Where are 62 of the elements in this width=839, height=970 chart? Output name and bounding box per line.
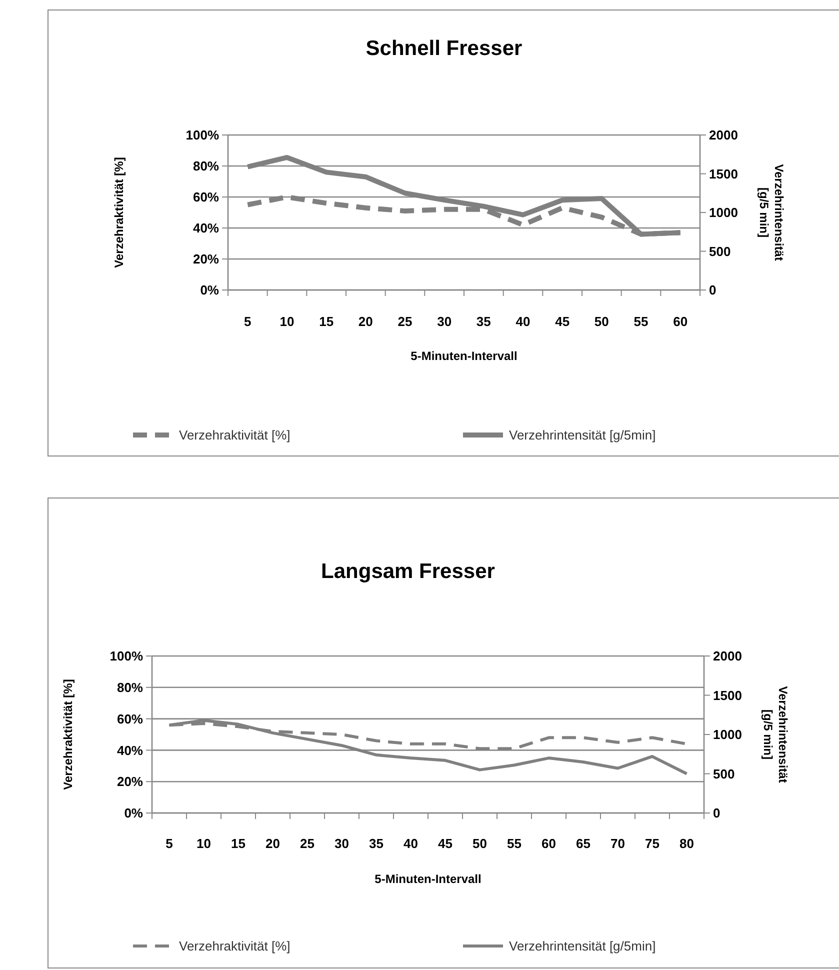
y2-tick-label: 1000	[709, 205, 738, 220]
x-tick-label: 10	[196, 836, 211, 851]
x-tick-label: 35	[476, 314, 491, 329]
y-tick-label: 100%	[186, 128, 220, 143]
x-tick-label: 75	[645, 836, 660, 851]
y2-tick-label: 2000	[709, 128, 738, 143]
x-tick-label: 20	[358, 314, 373, 329]
y-axis-title: Verzehraktivität [%]	[112, 157, 126, 268]
y-tick-label: 40%	[116, 742, 144, 758]
x-tick-label: 50	[472, 836, 487, 851]
y-tick-label: 40%	[192, 220, 220, 236]
y-tick-label: 20%	[192, 252, 220, 267]
x-tick-label: 55	[634, 314, 648, 329]
x-tick-label: 45	[555, 314, 570, 329]
x-axis-title: 5-Minuten-Intervall	[410, 349, 518, 363]
y-tick-label: 0%	[124, 806, 144, 821]
x-tick-label: 40	[404, 836, 418, 851]
x-tick-label: 25	[398, 314, 412, 329]
x-tick-label: 20	[266, 836, 280, 851]
legend-label: Verzehraktivität [%]	[179, 428, 290, 443]
y2-tick-label: 1000	[713, 727, 742, 742]
y2-tick-label: 0	[709, 282, 716, 298]
y-axis-title: Verzehraktivität [%]	[61, 679, 75, 790]
x-tick-label: 70	[610, 836, 625, 851]
y2-tick-label: 2000	[713, 648, 742, 664]
x-tick-label: 10	[280, 314, 294, 329]
legend-label: Verzehraktivität [%]	[179, 938, 290, 954]
y2-tick-label: 500	[713, 766, 735, 782]
legend-label: Verzehrintensität [g/5min]	[509, 938, 656, 954]
y-tick-label: 20%	[116, 774, 144, 790]
x-tick-label: 60	[542, 836, 556, 851]
y-tick-label: 60%	[116, 711, 144, 726]
y2-tick-label: 500	[709, 244, 731, 259]
y-tick-label: 80%	[116, 680, 144, 695]
x-tick-label: 60	[673, 314, 688, 329]
x-tick-label: 45	[438, 836, 452, 851]
legend-label: Verzehrintensität [g/5min]	[509, 428, 656, 443]
y2-tick-label: 0	[713, 806, 720, 821]
y-tick-label: 80%	[192, 158, 220, 174]
x-tick-label: 40	[516, 314, 530, 329]
chart-title: Langsam Fresser	[321, 560, 495, 583]
x-tick-label: 50	[594, 314, 609, 329]
x-tick-label: 25	[300, 836, 314, 851]
x-tick-label: 65	[576, 836, 590, 851]
x-tick-label: 30	[334, 836, 349, 851]
x-tick-label: 15	[319, 314, 334, 329]
x-tick-label: 35	[369, 836, 384, 851]
x-tick-label: 30	[437, 314, 452, 329]
x-tick-label: 5	[166, 836, 173, 851]
chart-title: Schnell Fresser	[366, 37, 522, 60]
y2-axis-title: Verzehrintensität [g/5 min]	[757, 164, 786, 261]
y2-tick-label: 1500	[713, 688, 742, 703]
x-tick-label: 5	[244, 314, 252, 329]
y-tick-label: 60%	[192, 190, 220, 205]
y2-axis-title: Verzehrintensität [g/5 min]	[761, 686, 790, 783]
x-tick-label: 15	[231, 836, 246, 851]
y2-tick-label: 1500	[709, 166, 738, 182]
x-tick-label: 80	[680, 836, 694, 851]
y-tick-label: 0%	[200, 282, 220, 298]
y-tick-label: 100%	[110, 648, 144, 664]
x-axis-title: 5-Minuten-Intervall	[374, 872, 482, 886]
x-tick-label: 55	[507, 836, 522, 851]
